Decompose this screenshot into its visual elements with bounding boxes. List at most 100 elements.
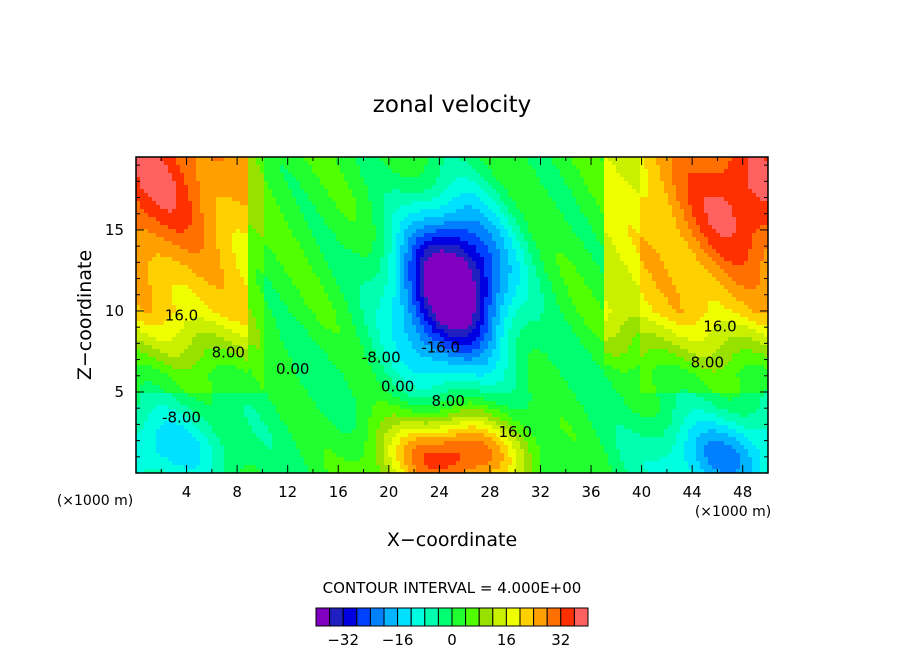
field-cell xyxy=(272,229,277,234)
field-cell xyxy=(472,169,477,174)
field-cell xyxy=(628,229,633,234)
field-cell xyxy=(492,217,497,222)
field-cell xyxy=(500,237,505,242)
field-cell xyxy=(720,269,725,274)
field-cell xyxy=(244,185,249,190)
field-cell xyxy=(408,173,413,178)
field-cell xyxy=(632,157,637,162)
field-cell xyxy=(700,221,705,226)
field-cell xyxy=(588,209,593,214)
field-cell xyxy=(332,257,337,262)
field-cell xyxy=(352,253,357,258)
field-cell xyxy=(236,249,241,254)
field-cell xyxy=(280,229,285,234)
field-cell xyxy=(340,197,345,202)
field-cell xyxy=(472,157,477,162)
field-cell xyxy=(432,233,437,238)
field-cell xyxy=(172,209,177,214)
field-cell xyxy=(316,249,321,254)
field-cell xyxy=(564,261,569,266)
field-cell xyxy=(240,233,245,238)
field-cell xyxy=(500,181,505,186)
field-cell xyxy=(136,233,141,238)
field-cell xyxy=(148,173,153,178)
field-cell xyxy=(200,161,205,166)
field-cell xyxy=(604,205,609,210)
field-cell xyxy=(516,161,521,166)
field-cell xyxy=(152,173,157,178)
field-cell xyxy=(408,181,413,186)
field-cell xyxy=(748,209,753,214)
field-cell xyxy=(616,273,621,278)
field-cell xyxy=(320,237,325,242)
field-cell xyxy=(548,157,553,162)
field-cell xyxy=(200,185,205,190)
field-cell xyxy=(172,233,177,238)
field-cell xyxy=(320,265,325,270)
field-cell xyxy=(156,241,161,246)
field-cell xyxy=(252,249,257,254)
field-cell xyxy=(324,217,329,222)
field-cell xyxy=(640,277,645,282)
field-cell xyxy=(376,217,381,222)
field-cell xyxy=(316,197,321,202)
field-cell xyxy=(184,205,189,210)
field-cell xyxy=(604,265,609,270)
field-cell xyxy=(708,221,713,226)
field-cell xyxy=(376,201,381,206)
field-cell xyxy=(140,165,145,170)
field-cell xyxy=(292,257,297,262)
field-cell xyxy=(520,157,525,162)
field-cell xyxy=(672,241,677,246)
field-cell xyxy=(592,189,597,194)
field-cell xyxy=(448,173,453,178)
field-cell xyxy=(624,165,629,170)
field-cell xyxy=(268,225,273,230)
field-cell xyxy=(544,197,549,202)
field-cell xyxy=(700,225,705,230)
field-cell xyxy=(628,241,633,246)
field-cell xyxy=(256,229,261,234)
field-cell xyxy=(764,217,768,222)
field-cell xyxy=(352,177,357,182)
field-cell xyxy=(320,173,325,178)
field-cell xyxy=(248,189,253,194)
field-cell xyxy=(376,213,381,218)
field-cell xyxy=(720,253,725,258)
field-cell xyxy=(580,209,585,214)
field-cell xyxy=(268,165,273,170)
field-cell xyxy=(160,165,165,170)
field-cell xyxy=(316,253,321,258)
field-cell xyxy=(152,169,157,174)
field-cell xyxy=(552,157,557,162)
field-cell xyxy=(156,209,161,214)
field-cell xyxy=(496,273,501,278)
field-cell xyxy=(656,161,661,166)
field-cell xyxy=(348,257,353,262)
field-cell xyxy=(652,165,657,170)
field-cell xyxy=(404,273,409,278)
field-cell xyxy=(460,249,465,254)
field-cell xyxy=(216,237,221,242)
field-cell xyxy=(424,229,429,234)
field-cell xyxy=(184,209,189,214)
field-cell xyxy=(136,225,141,230)
field-cell xyxy=(152,221,157,226)
field-cell xyxy=(136,181,141,186)
field-cell xyxy=(592,177,597,182)
field-cell xyxy=(168,265,173,270)
field-cell xyxy=(336,197,341,202)
field-cell xyxy=(348,217,353,222)
field-cell xyxy=(392,197,397,202)
field-cell xyxy=(384,277,389,282)
field-cell xyxy=(688,169,693,174)
field-cell xyxy=(316,237,321,242)
field-cell xyxy=(740,245,745,250)
field-cell xyxy=(444,177,449,182)
field-cell xyxy=(184,257,189,262)
field-cell xyxy=(672,197,677,202)
field-cell xyxy=(228,229,233,234)
field-cell xyxy=(704,237,709,242)
field-cell xyxy=(580,261,585,266)
field-cell xyxy=(752,245,757,250)
